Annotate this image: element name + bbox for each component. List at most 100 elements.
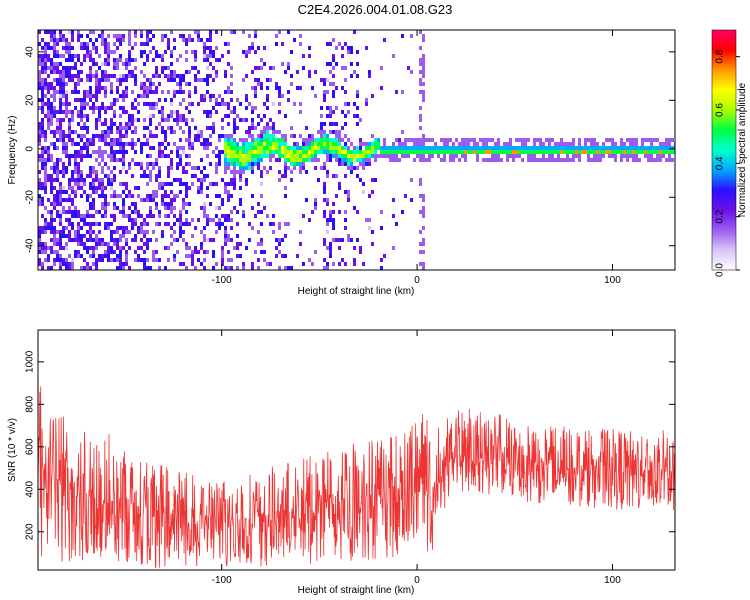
heatmap-cell [281, 254, 284, 258]
heatmap-cell [77, 214, 80, 218]
heatmap-cell [383, 254, 386, 258]
heatmap-cell [80, 146, 83, 150]
heatmap-cell [92, 166, 95, 170]
heatmap-cell [251, 226, 254, 230]
heatmap-cell [125, 58, 128, 62]
heatmap-cell [146, 182, 149, 186]
heatmap-cell [62, 174, 65, 178]
heatmap-cell [143, 222, 146, 226]
heatmap-cell [248, 222, 251, 226]
heatmap-cell [44, 46, 47, 50]
heatmap-cell [59, 266, 62, 270]
heatmap-cell [251, 106, 254, 110]
heatmap-cell [53, 194, 56, 198]
heatmap-cell [137, 186, 140, 190]
heatmap-cell [266, 134, 269, 138]
heatmap-cell [113, 194, 116, 198]
heatmap-cell [152, 82, 155, 86]
heatmap-cell [56, 122, 59, 126]
heatmap-cell [260, 146, 263, 150]
heatmap-cell [122, 190, 125, 194]
heatmap-cell [50, 94, 53, 98]
heatmap-cell [149, 206, 152, 210]
heatmap-cell [164, 266, 167, 270]
heatmap-cell [236, 158, 239, 162]
heatmap-cell [89, 174, 92, 178]
heatmap-cell [299, 102, 302, 106]
heatmap-cell [179, 190, 182, 194]
heatmap-cell [518, 146, 521, 150]
heatmap-cell [62, 146, 65, 150]
heatmap-cell [329, 158, 332, 162]
heatmap-cell [131, 222, 134, 226]
heatmap-cell [296, 70, 299, 74]
heatmap-cell [71, 30, 74, 34]
heatmap-cell [188, 38, 191, 42]
heatmap-cell [80, 182, 83, 186]
heatmap-cell [173, 194, 176, 198]
heatmap-cell [341, 150, 344, 154]
heatmap-cell [587, 150, 590, 154]
heatmap-cell [68, 218, 71, 222]
heatmap-cell [278, 226, 281, 230]
heatmap-cell [413, 146, 416, 150]
heatmap-cell [170, 158, 173, 162]
heatmap-cell [56, 170, 59, 174]
heatmap-cell [287, 30, 290, 34]
heatmap-cell [665, 146, 668, 150]
x-tick-label: 0 [414, 275, 420, 286]
heatmap-cell [239, 166, 242, 170]
heatmap-cell [260, 250, 263, 254]
heatmap-cell [599, 158, 602, 162]
heatmap-cell [110, 178, 113, 182]
heatmap-cell [140, 150, 143, 154]
heatmap-cell [140, 30, 143, 34]
heatmap-cell [272, 122, 275, 126]
heatmap-cell [203, 210, 206, 214]
heatmap-cell [602, 146, 605, 150]
heatmap-cell [65, 58, 68, 62]
heatmap-cell [314, 146, 317, 150]
heatmap-cell [56, 66, 59, 70]
heatmap-cell [143, 258, 146, 262]
heatmap-cell [194, 86, 197, 90]
heatmap-cell [287, 166, 290, 170]
heatmap-cell [161, 34, 164, 38]
heatmap-cell [131, 58, 134, 62]
heatmap-cell [221, 118, 224, 122]
heatmap-cell [194, 50, 197, 54]
heatmap-cell [101, 138, 104, 142]
heatmap-cell [194, 126, 197, 130]
heatmap-cell [59, 98, 62, 102]
heatmap-cell [386, 154, 389, 158]
heatmap-cell [122, 134, 125, 138]
heatmap-cell [179, 118, 182, 122]
heatmap-cell [341, 138, 344, 142]
heatmap-cell [185, 82, 188, 86]
heatmap-cell [185, 50, 188, 54]
heatmap-cell [389, 158, 392, 162]
heatmap-cell [278, 150, 281, 154]
heatmap-cell [419, 242, 422, 246]
heatmap-cell [80, 118, 83, 122]
heatmap-cell [401, 34, 404, 38]
heatmap-cell [83, 42, 86, 46]
heatmap-cell [128, 218, 131, 222]
heatmap-cell [125, 134, 128, 138]
heatmap-cell [62, 134, 65, 138]
heatmap-cell [170, 210, 173, 214]
heatmap-cell [218, 206, 221, 210]
heatmap-cell [341, 54, 344, 58]
heatmap-cell [218, 162, 221, 166]
heatmap-cell [221, 54, 224, 58]
heatmap-cell [194, 166, 197, 170]
heatmap-cell [515, 150, 518, 154]
heatmap-cell [554, 142, 557, 146]
heatmap-cell [533, 158, 536, 162]
heatmap-cell [470, 146, 473, 150]
heatmap-cell [53, 54, 56, 58]
heatmap-cell [341, 158, 344, 162]
heatmap-cell [290, 146, 293, 150]
heatmap-cell [389, 146, 392, 150]
